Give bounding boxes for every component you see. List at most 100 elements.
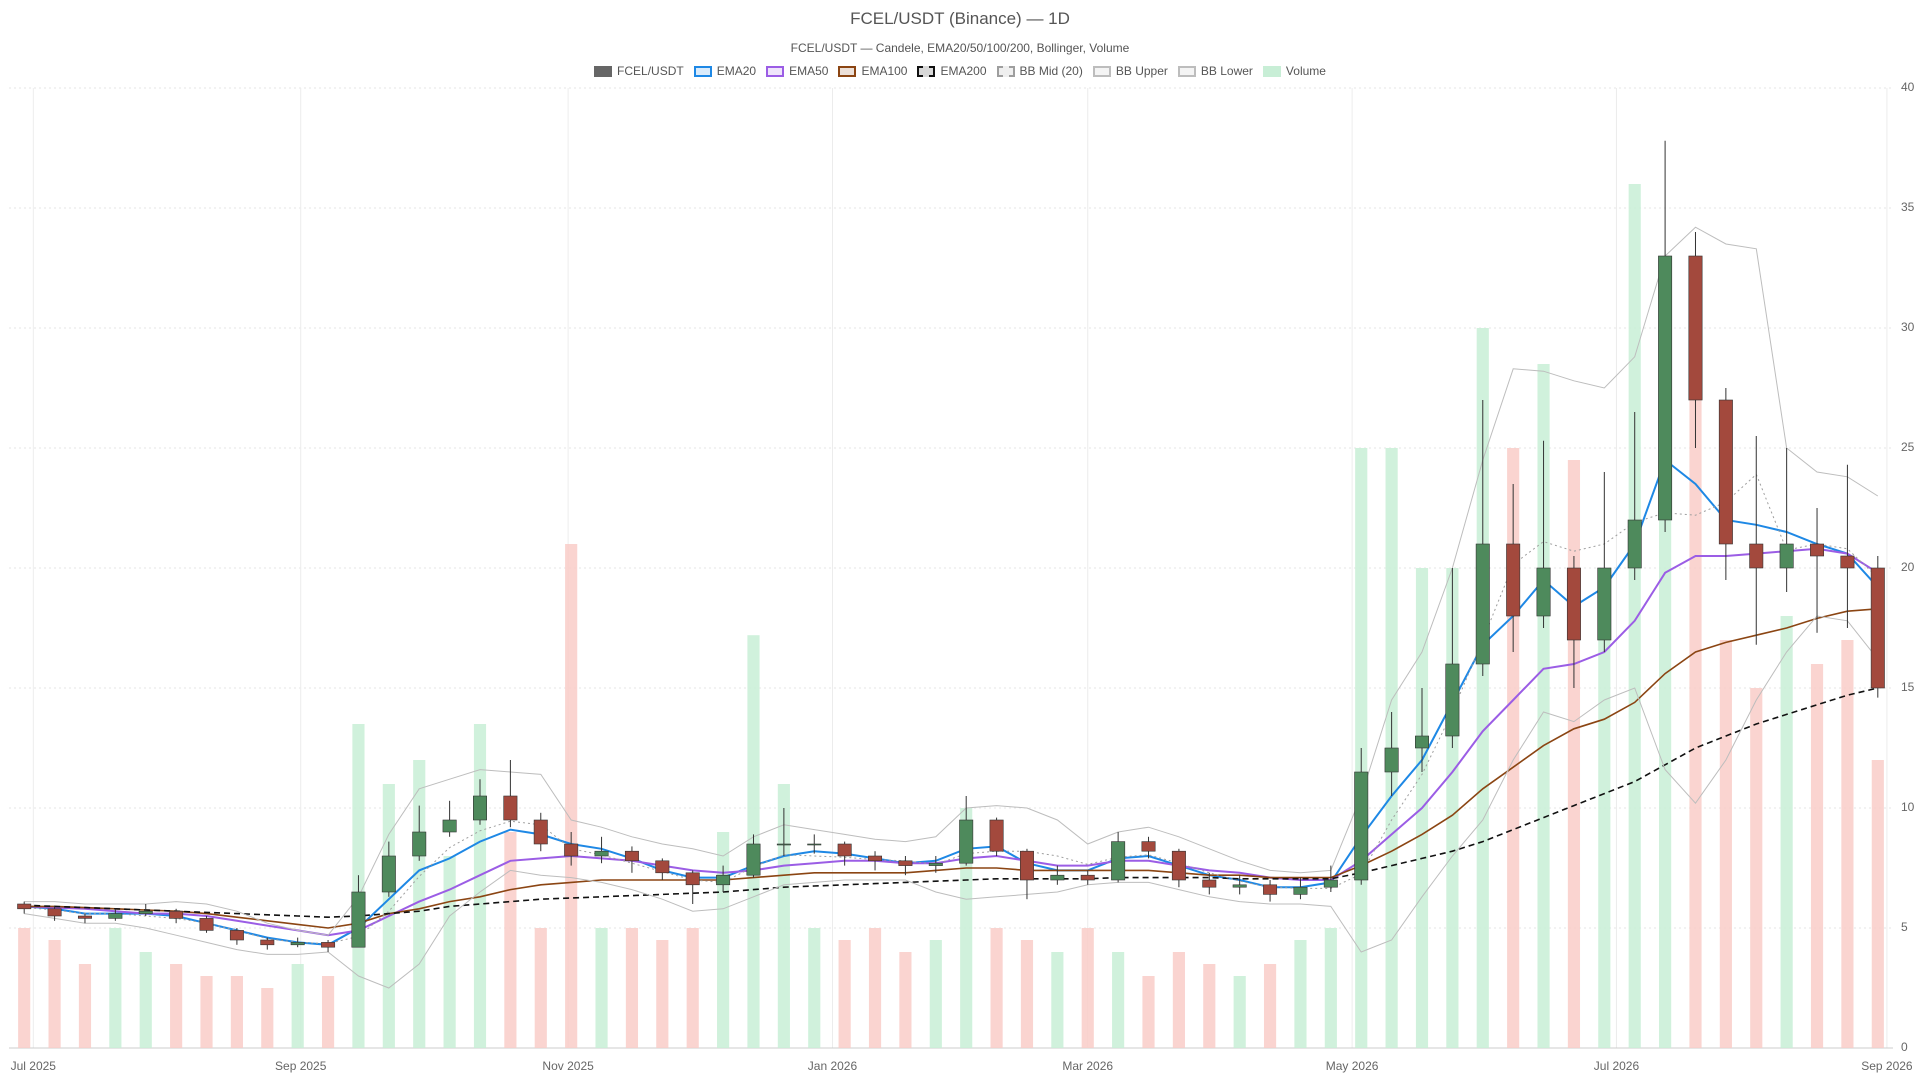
candle-body bbox=[1293, 886, 1308, 895]
line-series bbox=[24, 608, 1878, 929]
candle-body bbox=[1323, 879, 1338, 888]
x-tick-label: Jul 2025 bbox=[11, 1059, 57, 1073]
volume-bar bbox=[686, 928, 699, 1048]
legend-item[interactable]: EMA20 bbox=[693, 64, 757, 78]
candle-body bbox=[17, 903, 32, 910]
volume-bar bbox=[1628, 184, 1641, 1048]
candle-body bbox=[928, 862, 943, 866]
volume-bar bbox=[1051, 952, 1064, 1048]
legend-swatch bbox=[693, 65, 712, 77]
volume-bar bbox=[990, 928, 1003, 1048]
legend-item[interactable]: EMA50 bbox=[766, 64, 828, 78]
candle-body bbox=[1232, 884, 1247, 888]
legend-item[interactable]: BB Mid (20) bbox=[996, 64, 1083, 78]
volume-bar bbox=[1810, 664, 1824, 1048]
legend-swatch bbox=[1177, 65, 1196, 77]
legend-item[interactable]: EMA100 bbox=[838, 64, 907, 78]
volume-bar bbox=[1598, 592, 1611, 1048]
candle-body bbox=[655, 860, 670, 874]
candle-body bbox=[290, 942, 305, 946]
volume-bar bbox=[473, 724, 487, 1048]
legend-swatch bbox=[594, 65, 613, 77]
candle-body bbox=[1080, 874, 1095, 881]
candle-body bbox=[442, 819, 457, 833]
volume-bar bbox=[808, 928, 821, 1048]
candle-body bbox=[1019, 850, 1034, 881]
candle-body bbox=[868, 855, 883, 862]
candle-body bbox=[1840, 555, 1855, 569]
candle-body bbox=[1627, 519, 1642, 569]
volume-bar bbox=[565, 544, 578, 1048]
candle-body bbox=[1566, 567, 1581, 641]
legend-swatch bbox=[1092, 65, 1111, 77]
x-tick-label: Mar 2026 bbox=[1062, 1059, 1113, 1073]
candle-body bbox=[321, 942, 336, 948]
candle-body bbox=[1050, 874, 1065, 881]
volume-bar bbox=[443, 856, 456, 1048]
volume-bar bbox=[1020, 940, 1034, 1048]
legend-label: EMA200 bbox=[940, 64, 987, 78]
volume-bar bbox=[1567, 460, 1581, 1048]
volume-bar bbox=[230, 976, 243, 1048]
candle-body bbox=[77, 915, 92, 919]
candle-body bbox=[533, 819, 548, 845]
candle-body bbox=[412, 831, 427, 857]
candle-body bbox=[138, 910, 153, 914]
legend-item[interactable]: FCEL/USDT bbox=[594, 64, 684, 78]
candle-body bbox=[1658, 255, 1673, 521]
candle-body bbox=[1870, 567, 1885, 689]
candle-body bbox=[169, 910, 184, 919]
volume-bar bbox=[1081, 928, 1094, 1048]
volume-bar bbox=[838, 940, 851, 1048]
volume-bar bbox=[1780, 616, 1793, 1048]
candle-body bbox=[594, 850, 609, 857]
volume-bar bbox=[48, 940, 61, 1048]
volume-bar bbox=[656, 940, 669, 1048]
legend-item[interactable]: BB Upper bbox=[1092, 64, 1168, 78]
candle-body bbox=[959, 819, 974, 864]
y-tick-label: 20 bbox=[1901, 560, 1915, 574]
candle-body bbox=[1202, 879, 1217, 888]
legend-label: EMA20 bbox=[716, 64, 757, 78]
candle-body bbox=[1111, 841, 1126, 881]
volume-bar bbox=[1142, 976, 1155, 1048]
legend-item[interactable]: EMA200 bbox=[917, 64, 987, 78]
legend-item[interactable]: BB Lower bbox=[1177, 64, 1253, 78]
volume-bar bbox=[868, 928, 882, 1048]
y-tick-label: 0 bbox=[1901, 1040, 1908, 1054]
candle-body bbox=[1597, 567, 1612, 641]
y-tick-label: 25 bbox=[1901, 440, 1915, 454]
volume-bar bbox=[261, 988, 274, 1048]
legend-swatch bbox=[766, 65, 785, 77]
line-series bbox=[24, 547, 1879, 937]
candle-body bbox=[1749, 543, 1764, 569]
candle-body bbox=[1536, 567, 1551, 617]
line-series bbox=[24, 226, 1879, 936]
legend-item[interactable]: Volume bbox=[1262, 64, 1326, 78]
y-tick-label: 40 bbox=[1901, 80, 1915, 94]
volume-bar bbox=[78, 964, 92, 1048]
volume-bar bbox=[625, 928, 639, 1048]
legend-swatch bbox=[917, 65, 936, 77]
x-tick-label: Sep 2025 bbox=[275, 1059, 327, 1073]
volume-bar bbox=[1841, 640, 1854, 1048]
candle-body bbox=[1445, 663, 1460, 737]
legend-label: EMA50 bbox=[789, 64, 829, 78]
candle-body bbox=[503, 795, 518, 821]
volume-bar bbox=[1750, 688, 1763, 1048]
candle-body bbox=[716, 874, 731, 886]
y-tick-label: 15 bbox=[1901, 680, 1915, 694]
volume-bar bbox=[777, 784, 790, 1048]
candle-body bbox=[807, 843, 822, 846]
candle-body bbox=[199, 918, 214, 931]
volume-bar bbox=[504, 832, 517, 1048]
volume-bar bbox=[170, 964, 183, 1048]
candle-body bbox=[1688, 255, 1703, 401]
volume-bar bbox=[1476, 328, 1489, 1048]
volume-bar bbox=[1719, 640, 1732, 1048]
candle-body bbox=[1384, 747, 1399, 773]
candle-body bbox=[898, 860, 913, 866]
candle-body bbox=[1354, 771, 1369, 881]
